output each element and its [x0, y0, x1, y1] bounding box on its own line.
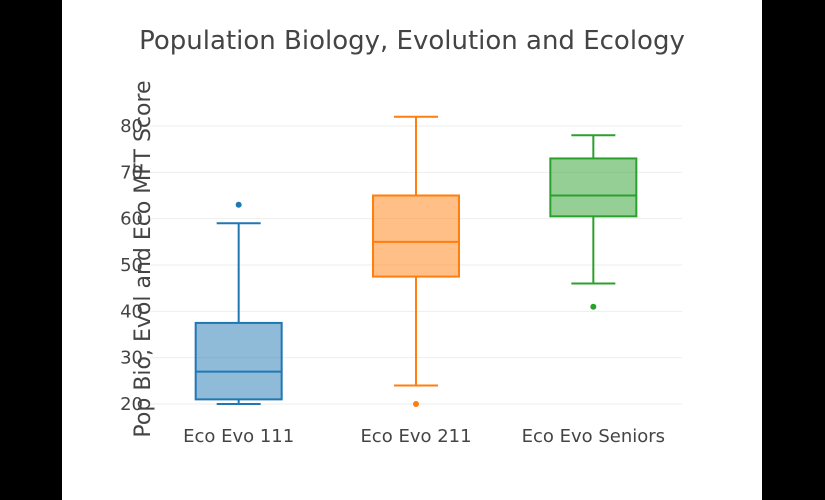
x-tick-label: Eco Evo 211: [360, 426, 471, 447]
y-tick-label: 20: [120, 394, 143, 415]
y-tick-labels: 20 30 40 50 60 70 80: [120, 116, 143, 415]
iqr-box: [372, 194, 460, 278]
box-plot: Population Biology, Evolution and Ecolog…: [120, 26, 685, 447]
chart-canvas: Population Biology, Evolution and Ecolog…: [62, 0, 762, 500]
iqr-box: [549, 157, 638, 218]
y-tick-label: 70: [120, 162, 143, 183]
outlier-point: [235, 201, 242, 208]
y-tick-label: 60: [120, 209, 143, 230]
box-1: [194, 201, 283, 405]
box-2: [372, 115, 460, 407]
box-3: [549, 134, 638, 310]
chart-title: Population Biology, Evolution and Ecolog…: [139, 26, 685, 56]
x-tick-labels: Eco Evo 111 Eco Evo 211 Eco Evo Seniors: [183, 426, 665, 447]
outlier-point: [590, 303, 597, 310]
x-tick-label: Eco Evo 111: [183, 426, 294, 447]
boxes: [194, 115, 638, 407]
y-axis-label: Pop Bio, Evol and Eco MFT Score: [131, 80, 156, 437]
x-tick-label: Eco Evo Seniors: [522, 426, 665, 447]
iqr-box: [194, 321, 283, 401]
outlier-point: [413, 401, 419, 407]
y-tick-label: 80: [120, 116, 143, 137]
y-tick-label: 30: [120, 348, 143, 369]
y-tick-label: 50: [120, 255, 143, 276]
y-tick-label: 40: [120, 301, 143, 322]
